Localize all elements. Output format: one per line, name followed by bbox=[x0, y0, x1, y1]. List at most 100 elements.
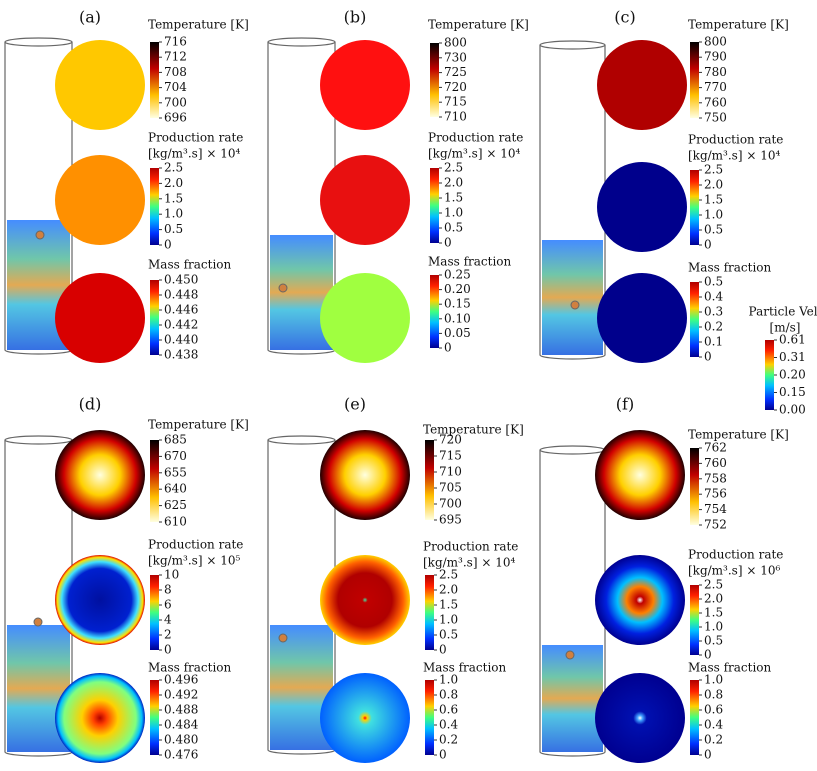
colorbar-tick-label: 750 bbox=[704, 111, 727, 125]
colorbar-tick-label: 760 bbox=[704, 456, 727, 470]
colorbar-tick-label: 708 bbox=[164, 65, 187, 79]
particle bbox=[565, 650, 575, 660]
panel-label: (f) bbox=[616, 395, 634, 414]
colorbar-tick-label: 0.05 bbox=[444, 326, 471, 340]
colorbar-title: Mass fraction bbox=[148, 258, 232, 272]
colorbar-tick-label: 0.15 bbox=[444, 297, 471, 311]
colorbar-tick-label: 0.446 bbox=[164, 303, 198, 317]
particle bbox=[33, 617, 43, 627]
colorbar bbox=[430, 43, 439, 117]
colorbar-tick-label: 0.484 bbox=[164, 718, 199, 732]
cross-section bbox=[320, 155, 410, 245]
colorbar-tick-label: 696 bbox=[164, 111, 187, 125]
colorbar bbox=[765, 340, 774, 410]
colorbar bbox=[150, 280, 159, 355]
colorbar-tick-label: 6 bbox=[164, 598, 172, 612]
colorbar-title: [kg/m³.s] × 10⁴ bbox=[428, 147, 520, 161]
cylinder-bottom bbox=[4, 349, 73, 355]
colorbar-tick-label: 762 bbox=[704, 441, 727, 455]
cylinder-top bbox=[267, 435, 336, 445]
colorbar-tick-label: 0.8 bbox=[439, 688, 458, 702]
colorbar-tick-label: 0 bbox=[444, 341, 452, 355]
colorbar-tick-label: 0.488 bbox=[164, 703, 198, 717]
colorbar-title: Production rate bbox=[428, 131, 523, 145]
panel-label: (a) bbox=[79, 8, 101, 27]
colorbar-tick-label: 0.10 bbox=[444, 311, 471, 325]
colorbar-tick-label: 725 bbox=[444, 65, 467, 79]
particle bbox=[570, 300, 580, 310]
cross-section bbox=[320, 430, 410, 520]
colorbar-tick-label: 700 bbox=[439, 497, 462, 511]
colorbar-tick-label: 2.5 bbox=[444, 161, 463, 175]
colorbar bbox=[690, 680, 699, 755]
colorbar-tick-label: 685 bbox=[164, 433, 187, 447]
cross-section bbox=[597, 162, 687, 252]
colorbar bbox=[690, 170, 699, 245]
colorbar-tick-label: 8 bbox=[164, 583, 172, 597]
colorbar-tick-label: 695 bbox=[439, 513, 462, 527]
colorbar-tick-label: 0 bbox=[439, 748, 447, 762]
colorbar-tick-label: 754 bbox=[704, 502, 727, 516]
colorbar-tick-label: 2.0 bbox=[444, 176, 463, 190]
cylinder-bottom bbox=[4, 751, 73, 757]
colorbar-tick-label: 1.0 bbox=[704, 673, 723, 687]
colorbar-tick-label: 4 bbox=[164, 613, 172, 627]
cylinder-bottom bbox=[539, 354, 606, 360]
colorbar-tick-label: 720 bbox=[439, 433, 462, 447]
cylinder-top bbox=[4, 37, 73, 47]
colorbar-tick-label: 1.0 bbox=[444, 206, 463, 220]
colorbar-tick-label: 0.438 bbox=[164, 348, 198, 362]
colorbar-tick-label: 1.0 bbox=[164, 207, 183, 221]
colorbar-tick-label: 0 bbox=[704, 748, 712, 762]
particle bbox=[35, 230, 45, 240]
colorbar-tick-label: 770 bbox=[704, 80, 727, 94]
colorbar bbox=[690, 585, 699, 655]
colorbar-tick-label: 0.25 bbox=[444, 268, 471, 282]
colorbar-tick-label: 0.20 bbox=[444, 282, 471, 296]
colorbar-tick-label: 800 bbox=[444, 36, 467, 50]
colorbar-title: Temperature [K] bbox=[428, 18, 529, 32]
colorbar bbox=[425, 440, 434, 520]
colorbar-tick-label: 0.2 bbox=[439, 733, 458, 747]
particle bbox=[278, 633, 288, 643]
colorbar-tick-label: 0.6 bbox=[439, 703, 458, 717]
colorbar-title: [m/s] bbox=[770, 321, 801, 335]
colorbar-tick-label: 0 bbox=[704, 350, 712, 364]
cross-section bbox=[55, 155, 145, 245]
cross-section bbox=[55, 273, 145, 363]
colorbar-title: [kg/m³.s] × 10⁶ bbox=[688, 564, 780, 578]
colorbar-tick-label: 800 bbox=[704, 35, 727, 49]
colorbar-tick-label: 0.8 bbox=[704, 688, 723, 702]
colorbar bbox=[425, 680, 434, 755]
cylinder-bottom bbox=[267, 749, 336, 755]
colorbar-tick-label: 0.476 bbox=[164, 748, 198, 762]
colorbar bbox=[430, 275, 439, 348]
cross-section bbox=[597, 273, 687, 363]
cylinder-top bbox=[539, 40, 606, 50]
cross-section bbox=[320, 673, 410, 763]
colorbar-tick-label: 0.5 bbox=[704, 223, 723, 237]
cross-section bbox=[55, 40, 145, 130]
colorbar-tick-label: 0.61 bbox=[779, 333, 806, 347]
colorbar bbox=[690, 42, 699, 118]
colorbar-tick-label: 730 bbox=[444, 50, 467, 64]
colorbar-tick-label: 0.442 bbox=[164, 318, 198, 332]
colorbar-tick-label: 0.5 bbox=[164, 222, 183, 236]
colorbar-tick-label: 0.4 bbox=[704, 290, 723, 304]
colorbar bbox=[150, 680, 159, 755]
colorbar-tick-label: 1.0 bbox=[704, 620, 723, 634]
colorbar-tick-label: 0 bbox=[164, 238, 172, 252]
colorbar-tick-label: 0.440 bbox=[164, 333, 198, 347]
colorbar-tick-label: 716 bbox=[164, 35, 187, 49]
colorbar-tick-label: 790 bbox=[704, 50, 727, 64]
cylinder-bottom bbox=[267, 349, 336, 355]
cross-section bbox=[55, 430, 145, 520]
cross-section bbox=[597, 40, 687, 130]
colorbar-tick-label: 0.2 bbox=[704, 733, 723, 747]
colorbar-tick-label: 760 bbox=[704, 95, 727, 109]
panel-label: (c) bbox=[614, 8, 635, 27]
colorbar-tick-label: 0.6 bbox=[704, 703, 723, 717]
colorbar-title: Production rate bbox=[688, 133, 783, 147]
cross-section bbox=[595, 555, 685, 645]
